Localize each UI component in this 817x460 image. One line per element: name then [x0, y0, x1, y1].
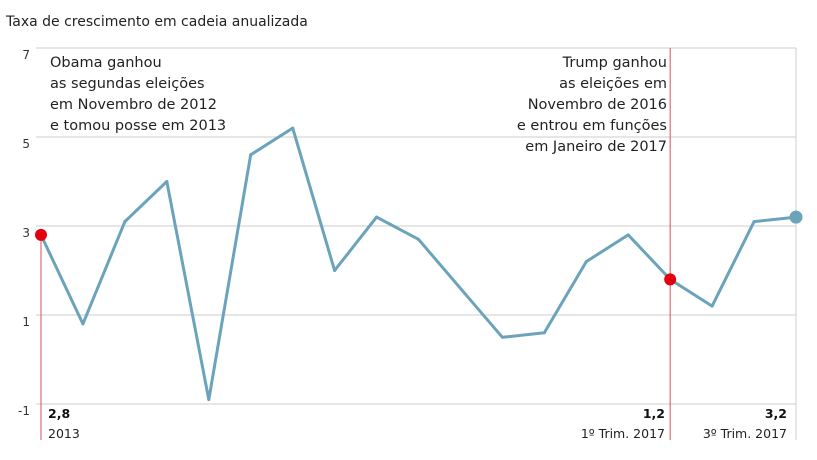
data-point: [500, 335, 504, 339]
last-highlight-point: [789, 210, 803, 224]
data-point: [333, 269, 337, 272]
obama-annotation: Obama ganhou as segundas eleições em Nov…: [50, 53, 226, 137]
trump-annotation-line: as eleições em: [559, 76, 667, 92]
y-tick-label: 1: [22, 315, 30, 329]
obama-annotation-line: e tomou posse em 2013: [50, 118, 227, 134]
growth-rate-line: [39, 126, 797, 402]
data-point: [81, 322, 85, 326]
data-point: [375, 215, 379, 219]
trump-annotation-line: em Janeiro de 2017: [525, 139, 667, 155]
chart-title: Taxa de crescimento em cadeia anualizada: [6, 14, 308, 30]
data-point: [123, 220, 127, 224]
data-point: [752, 220, 756, 224]
y-tick-label: 3: [22, 226, 30, 240]
data-point: [584, 260, 588, 264]
trump-highlight-point: [664, 273, 677, 286]
last-period-label: 3º Trim. 2017: [702, 426, 787, 441]
first-value-label: 2,8: [48, 406, 71, 421]
data-point: [542, 331, 546, 335]
obama-annotation-line: em Novembro de 2012: [50, 97, 217, 113]
trump-annotation-line: Novembro de 2016: [527, 97, 667, 113]
data-point: [417, 237, 420, 241]
obama-annotation-line: as segundas eleições: [50, 76, 205, 92]
y-tick-label: 7: [22, 48, 30, 62]
data-point: [291, 126, 295, 130]
obama-annotation-line: Obama ganhou: [50, 55, 162, 71]
trump-value-label: 1,2: [642, 406, 665, 421]
y-tick-label: -1: [18, 404, 30, 418]
data-point: [710, 304, 714, 308]
data-point: [207, 398, 211, 402]
obama-highlight-point: [35, 228, 47, 241]
data-point: [249, 153, 253, 157]
data-point: [626, 233, 630, 237]
first-period-label: 2013: [48, 426, 80, 441]
data-point: [458, 286, 462, 290]
trump-annotation-line: e entrou em funções: [516, 118, 667, 134]
last-value-label: 3,2: [764, 406, 787, 421]
trump-annotation-line: Trump ganhou: [562, 55, 667, 71]
y-tick-label: 5: [22, 137, 30, 151]
trump-annotation: Trump ganhou as eleições em Novembro de …: [517, 53, 667, 158]
data-point: [165, 180, 169, 183]
trump-period-label: 1º Trim. 2017: [580, 426, 665, 441]
